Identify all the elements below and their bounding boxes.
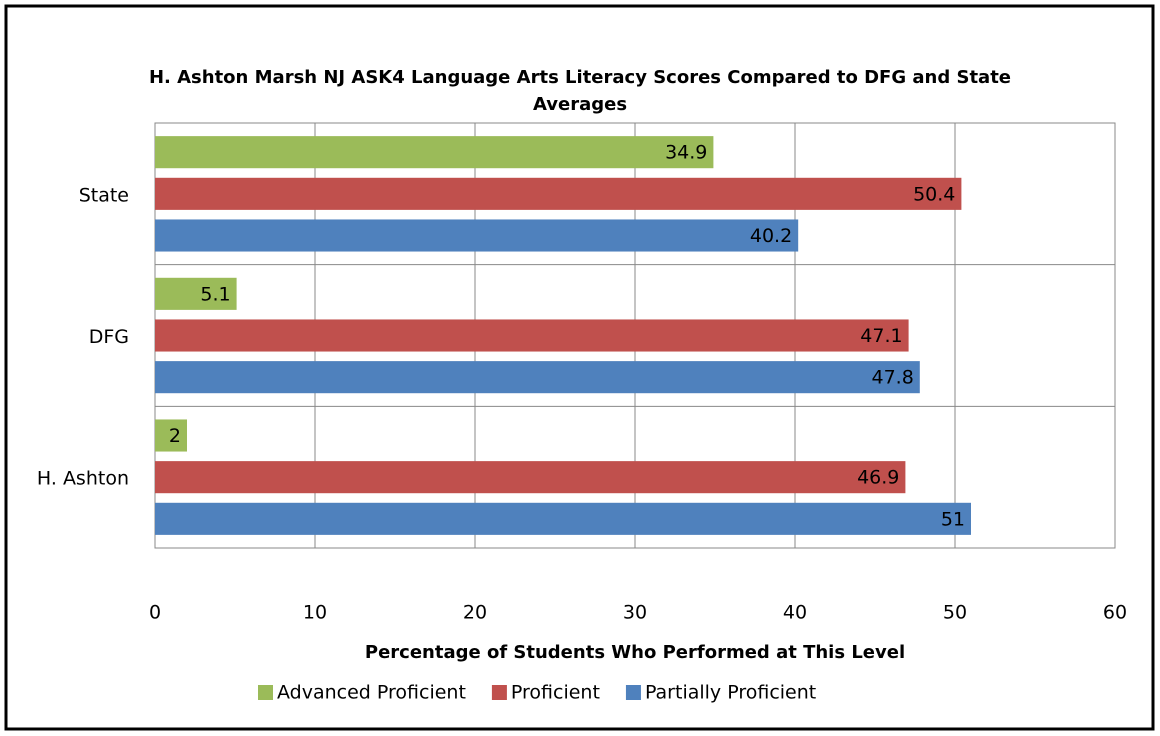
- x-tick-label: 20: [463, 602, 487, 624]
- bar: [155, 319, 909, 352]
- x-axis-label: Percentage of Students Who Performed at …: [365, 642, 905, 663]
- value-label: 5.1: [200, 283, 230, 305]
- legend-label: Proficient: [511, 682, 600, 704]
- legend-swatch: [491, 685, 507, 700]
- x-tick-label: 40: [783, 602, 807, 624]
- value-label: 34.9: [665, 142, 707, 164]
- bar: [155, 461, 906, 494]
- bar: [155, 361, 920, 394]
- bar: [155, 136, 714, 169]
- value-label: 47.8: [871, 367, 913, 389]
- legend-label: Advanced Proficient: [277, 682, 466, 704]
- legend-swatch: [258, 685, 273, 700]
- chart-title: H. Ashton Marsh NJ ASK4 Language Arts Li…: [148, 67, 1012, 115]
- value-label: 46.9: [857, 467, 899, 489]
- y-tick-label: H. Ashton: [37, 468, 129, 490]
- y-tick-label: DFG: [89, 326, 129, 348]
- x-tick-label: 60: [1103, 602, 1127, 624]
- value-label: 50.4: [913, 183, 955, 205]
- value-label: 51: [941, 508, 965, 530]
- bar: [155, 177, 962, 210]
- legend-label: Partially Proficient: [645, 682, 816, 704]
- x-tick-label: 10: [303, 602, 327, 624]
- y-tick-label: State: [79, 184, 129, 206]
- bar: [155, 277, 237, 310]
- x-tick-label: 30: [623, 602, 647, 624]
- bar: [155, 219, 799, 252]
- x-tick-label: 0: [149, 602, 161, 624]
- bar: [155, 502, 971, 535]
- value-label: 47.1: [860, 325, 902, 347]
- x-tick-label: 50: [943, 602, 967, 624]
- value-label: 2: [169, 425, 181, 447]
- legend-swatch: [625, 685, 641, 700]
- bar: [155, 419, 187, 452]
- value-label: 40.2: [750, 225, 792, 247]
